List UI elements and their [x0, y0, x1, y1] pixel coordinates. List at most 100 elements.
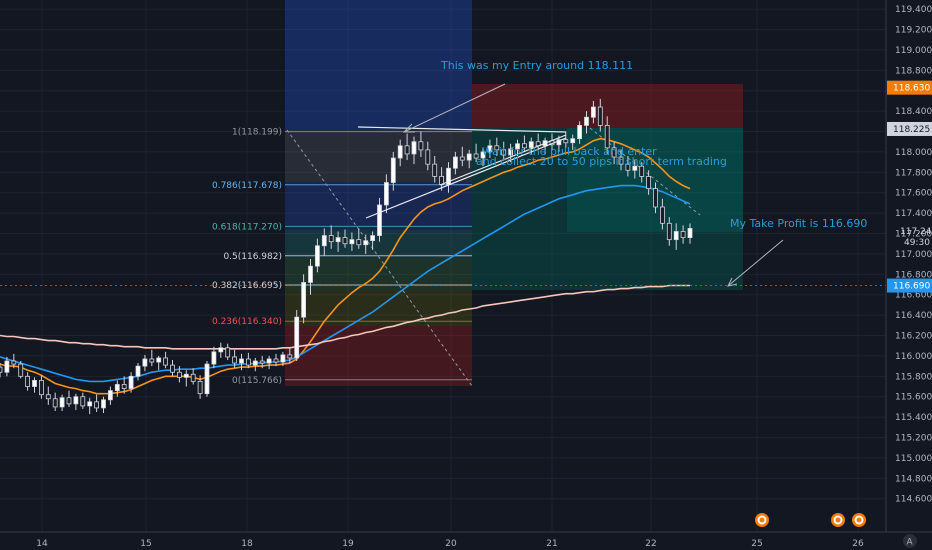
fib-zones	[285, 0, 472, 386]
candle	[163, 351, 169, 369]
candle	[418, 131, 424, 158]
x-tick-label: 18	[241, 539, 253, 549]
candle	[584, 111, 589, 134]
candle	[294, 310, 300, 362]
candle	[508, 143, 514, 163]
candle	[404, 133, 410, 161]
candle	[321, 228, 327, 256]
candle	[604, 116, 610, 154]
candle	[494, 137, 500, 156]
fib-label: 0.5(116.982)	[223, 252, 282, 262]
candle	[18, 361, 24, 379]
y-tick-label: 117.400	[895, 209, 932, 219]
candle	[108, 386, 113, 405]
candle	[597, 98, 603, 132]
candle	[673, 223, 679, 250]
fib-label: 0.786(117.678)	[212, 181, 282, 191]
x-tick-label: 20	[445, 539, 457, 549]
y-tick-label: 114.600	[895, 495, 932, 505]
candle	[87, 397, 93, 415]
price-tag: 116.690	[887, 278, 932, 293]
candle	[522, 135, 527, 152]
price-tag: 118.225	[887, 121, 932, 136]
candle	[176, 366, 182, 383]
candle	[377, 197, 382, 242]
candle	[570, 134, 576, 150]
auto-scale-button[interactable]: A	[903, 534, 917, 548]
candle	[466, 149, 472, 169]
last-price-label: 117.242	[900, 227, 932, 237]
candle	[397, 139, 403, 167]
candle	[632, 160, 638, 179]
candle	[301, 274, 307, 324]
event-marker-icon[interactable]	[755, 513, 769, 527]
candle	[232, 349, 238, 369]
candle	[197, 375, 203, 399]
svg-text:116.690: 116.690	[893, 282, 930, 292]
short-position-tool[interactable]	[472, 84, 743, 290]
candle	[687, 223, 693, 244]
price-tag: 118.630	[887, 80, 932, 95]
candle	[480, 147, 486, 167]
candle	[660, 198, 665, 230]
candle	[170, 360, 175, 377]
y-tick-label: 115.200	[895, 434, 932, 444]
candles	[0, 98, 693, 415]
candle	[25, 372, 31, 391]
candle	[473, 143, 479, 163]
y-tick-label: 117.200	[895, 230, 932, 240]
svg-text:118.225: 118.225	[893, 125, 930, 135]
auto-scale-label: A	[907, 538, 914, 548]
candle	[11, 353, 17, 369]
fib-label: 0.236(116.340)	[212, 317, 282, 327]
y-tick-label: 119.400	[895, 5, 932, 15]
candle	[611, 141, 617, 165]
annotation-entry: This was my Entry around 118.111	[440, 59, 633, 72]
event-markers[interactable]	[755, 513, 866, 527]
y-tick-label: 117.600	[895, 189, 932, 199]
price-axis[interactable]: 114.600 114.800 115.000 115.200 115.400 115.6…	[885, 0, 932, 532]
candle	[618, 149, 624, 171]
moving-average-line	[0, 284, 690, 350]
candle	[39, 375, 44, 399]
candle	[432, 156, 438, 183]
candle	[135, 363, 141, 381]
x-tick-label: 14	[36, 539, 48, 549]
candle	[280, 351, 286, 367]
candle	[0, 363, 3, 378]
candle	[128, 372, 134, 393]
candle	[266, 355, 272, 370]
y-tick-label: 116.800	[895, 270, 932, 280]
candle	[335, 231, 341, 252]
candle	[142, 354, 148, 372]
candle	[225, 343, 231, 360]
candle	[459, 146, 465, 167]
candle	[245, 352, 251, 369]
candle	[114, 380, 120, 397]
candle	[591, 100, 596, 124]
x-tick-label: 25	[751, 539, 762, 549]
countdown-label: 49:30	[904, 238, 930, 248]
candle	[646, 170, 651, 195]
candle	[80, 392, 86, 409]
event-marker-icon[interactable]	[831, 513, 845, 527]
y-tick-label: 115.600	[895, 393, 932, 403]
candle	[287, 347, 293, 364]
time-axis[interactable]: 14 15 18 19 20 21 22 25 26	[0, 531, 932, 549]
y-tick-label: 115.000	[895, 454, 932, 464]
event-marker-icon[interactable]	[852, 513, 866, 527]
candle	[59, 394, 65, 411]
candle	[653, 182, 658, 214]
x-tick-label: 21	[546, 539, 557, 549]
channel-drawing[interactable]	[357, 126, 567, 219]
y-tick-label: 119.200	[895, 26, 932, 36]
y-tick-label: 118.000	[895, 148, 932, 158]
y-tick-label: 115.400	[895, 413, 932, 423]
candle	[370, 231, 376, 250]
candle	[156, 355, 162, 371]
candle	[390, 151, 396, 191]
y-tick-label: 118.400	[895, 107, 932, 117]
x-tick-label: 15	[140, 539, 151, 549]
channel-top-line	[357, 126, 567, 133]
